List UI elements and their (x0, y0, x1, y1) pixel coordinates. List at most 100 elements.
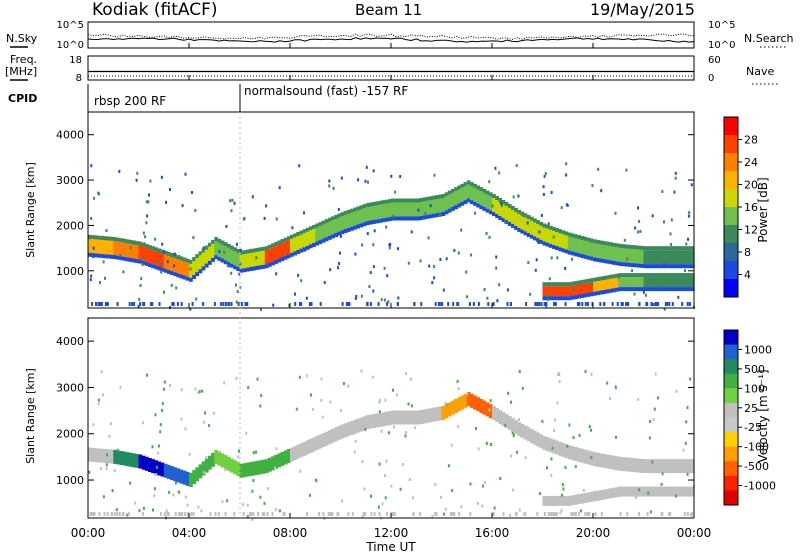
band-cell (558, 441, 563, 456)
speckle (310, 302, 313, 306)
speckle (496, 299, 499, 303)
speckle (551, 446, 554, 450)
band-fringe (106, 236, 111, 241)
band-fringe (586, 255, 591, 260)
band-fringe (570, 281, 575, 286)
band-fringe (542, 241, 547, 246)
speckle (159, 512, 162, 516)
band-fringe (488, 210, 493, 215)
band-cell (368, 206, 373, 221)
band-cell (173, 467, 177, 482)
band-cell (526, 219, 531, 233)
speckle (540, 213, 543, 217)
band-cell (239, 463, 244, 478)
speckle (615, 435, 617, 439)
speckle (360, 369, 363, 373)
band-cell (668, 459, 673, 474)
band-cell (400, 202, 405, 217)
band-cell (469, 186, 474, 201)
band-fringe (258, 247, 263, 252)
band-cell (397, 202, 402, 217)
speckle (157, 444, 160, 448)
speckle (638, 512, 640, 516)
band-cell (552, 495, 556, 506)
band-fringe (293, 251, 297, 256)
band-cell (214, 241, 219, 256)
speckle (643, 488, 645, 492)
band-cell (687, 277, 692, 288)
band-cell (545, 495, 550, 506)
speckle (390, 174, 393, 178)
band-fringe (321, 220, 326, 225)
band-fringe (533, 236, 537, 241)
speckle (142, 506, 145, 510)
band-cell (605, 454, 610, 469)
band-cell (548, 286, 553, 297)
band-cell (331, 428, 335, 443)
band-fringe (621, 244, 626, 249)
band-fringe (567, 282, 572, 287)
speckle (493, 506, 496, 510)
band-cell (675, 486, 679, 497)
speckle (192, 236, 195, 240)
speckle (105, 466, 108, 470)
speckle (339, 251, 341, 255)
band-cell (611, 455, 616, 470)
speckle (438, 213, 441, 217)
band-fringe (659, 264, 664, 269)
speckle (481, 484, 484, 488)
band-cell (536, 224, 540, 239)
speckle (407, 402, 410, 406)
speckle (386, 512, 388, 516)
band-cell (337, 217, 342, 232)
speckle (550, 256, 553, 260)
band-fringe (334, 215, 338, 219)
speckle (685, 420, 688, 424)
band-cell (435, 199, 439, 214)
band-cell (381, 204, 386, 219)
band-cell (201, 461, 206, 476)
speckle (566, 444, 569, 448)
speckle (474, 211, 476, 215)
x-tick-label: 00:00 (71, 526, 106, 540)
band-cell (290, 447, 294, 462)
speckle (145, 200, 148, 204)
speckle (682, 448, 685, 452)
speckle (427, 236, 430, 240)
band-cell (529, 429, 534, 444)
band-cell (350, 421, 354, 435)
speckle (535, 258, 538, 262)
speckle (195, 297, 198, 301)
band-fringe (296, 250, 301, 254)
speckle (548, 277, 551, 281)
band-cell (271, 247, 275, 262)
band-cell (176, 259, 181, 274)
band-cell (422, 201, 427, 216)
speckle (202, 302, 205, 306)
band-fringe (160, 249, 165, 254)
nsky-label: N.Sky (6, 32, 38, 45)
speckle (154, 237, 157, 241)
band-cell (605, 488, 610, 499)
colorbar-tick-label: 500 (744, 363, 765, 376)
band-cell (207, 455, 212, 470)
speckle (584, 370, 587, 373)
speckle (297, 273, 300, 277)
band-cell (586, 241, 591, 256)
band-cell (482, 192, 487, 207)
speckle (428, 264, 431, 268)
speckle (354, 296, 357, 300)
band-fringe (274, 241, 278, 246)
speckle (410, 404, 413, 408)
speckle (444, 402, 447, 406)
band-fringe (350, 208, 354, 213)
speckle (504, 220, 507, 224)
speckle (543, 174, 546, 178)
speckle (588, 425, 591, 428)
speckle (456, 302, 459, 306)
band-cell (574, 285, 578, 296)
speckle (326, 432, 329, 436)
band-cell (245, 253, 250, 268)
band-fringe (586, 292, 591, 297)
speckle (198, 390, 201, 394)
